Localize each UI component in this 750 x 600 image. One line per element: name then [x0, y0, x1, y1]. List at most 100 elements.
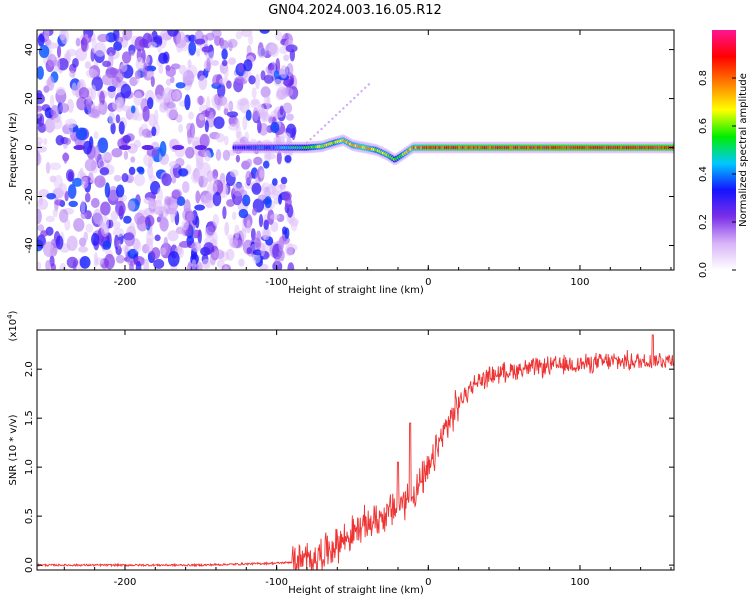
noise-blob [285, 44, 298, 53]
noise-blob [72, 177, 83, 187]
noise-blob [121, 172, 129, 183]
noise-blob [198, 75, 208, 90]
ridge-blob [194, 145, 207, 151]
noise-blob [143, 197, 155, 205]
noise-blob [165, 66, 176, 78]
noise-blob [156, 187, 163, 204]
noise-blob [158, 65, 164, 74]
noise-blob [212, 74, 222, 87]
noise-blob [181, 219, 189, 231]
noise-blob [63, 151, 68, 164]
noise-blob [264, 153, 277, 160]
noise-blob [224, 221, 230, 236]
noise-blob [264, 196, 272, 209]
noise-blob [250, 99, 261, 109]
noise-blob [66, 235, 78, 252]
noise-blob [99, 90, 105, 106]
noise-blob [130, 105, 136, 114]
noise-blob [262, 160, 270, 169]
noise-blob [120, 83, 132, 99]
streak-dot [342, 107, 345, 110]
noise-blob [99, 160, 105, 168]
noise-blob [91, 37, 97, 54]
noise-blob [45, 215, 55, 223]
noise-blob [151, 126, 157, 137]
spectrogram-x-tick-label: 100 [570, 277, 589, 288]
noise-blob [52, 208, 58, 218]
noise-blob [102, 240, 112, 250]
noise-blob [284, 242, 294, 257]
streak-dot [331, 117, 334, 120]
noise-blob [135, 260, 142, 270]
ridge-blob [141, 145, 154, 151]
streak-dot [367, 83, 371, 86]
noise-blob [79, 255, 91, 269]
noise-blob [165, 101, 176, 109]
noise-blob [278, 249, 285, 262]
noise-blob [37, 261, 42, 270]
noise-blob [235, 31, 243, 40]
noise-blob [71, 82, 77, 96]
noise-blob [141, 128, 151, 138]
noise-blob [133, 112, 144, 121]
snr-x-tick-label: 100 [570, 577, 589, 588]
noise-blob [45, 260, 51, 270]
snr-y-tick-label: 0.5 [24, 508, 35, 524]
noise-blob [123, 215, 132, 224]
spectrogram-x-ticks: -200 -100 0 100 [63, 30, 672, 288]
noise-blob [57, 58, 69, 71]
noise-blob [268, 183, 277, 195]
noise-blob [37, 234, 46, 249]
noise-blob [65, 48, 77, 57]
noise-blob [281, 87, 294, 97]
noise-blob [276, 151, 282, 165]
noise-blob [279, 105, 284, 116]
noise-blob [244, 131, 250, 143]
noise-blob [267, 63, 275, 71]
noise-blob [50, 263, 57, 270]
noise-blob [240, 228, 247, 241]
noise-blob [186, 211, 194, 223]
noise-blob [196, 156, 204, 170]
noise-blob [94, 41, 107, 57]
noise-blob [253, 156, 263, 166]
noise-blob [58, 209, 69, 223]
noise-blob [213, 116, 225, 129]
noise-blob [164, 195, 171, 206]
noise-blob [84, 192, 91, 203]
noise-blob [128, 166, 136, 176]
colorbar-gradient [712, 30, 736, 270]
noise-blob [260, 70, 266, 81]
ridge-blob [118, 145, 131, 151]
noise-blob [155, 94, 162, 103]
noise-blob [115, 184, 125, 198]
noise-blob [114, 68, 125, 83]
noise-blob [124, 231, 135, 247]
noise-blob [87, 108, 100, 118]
snr-y-tick-label: 1.0 [24, 459, 35, 475]
noise-blob [145, 230, 154, 246]
noise-blob [97, 33, 110, 43]
noise-blob [275, 30, 283, 41]
noise-blob [223, 102, 234, 110]
noise-blob [47, 53, 57, 67]
ridge-blob [73, 145, 86, 151]
noise-blob [252, 107, 259, 122]
noise-blob [68, 200, 79, 208]
noise-blob [157, 45, 162, 53]
noise-blob [100, 215, 110, 230]
colorbar-tick-label: 0.6 [698, 118, 709, 134]
noise-blob [217, 95, 228, 106]
noise-blob [175, 82, 186, 89]
noise-blob [59, 102, 70, 113]
streak-dot [356, 93, 360, 96]
spectrogram-y-tick-label: 20 [24, 92, 35, 105]
snr-y-exponent: (x104) [6, 310, 19, 341]
snr-y-tick-label: 2.0 [24, 361, 35, 377]
noise-blob [81, 176, 89, 189]
noise-blob [47, 42, 59, 49]
noise-blob [115, 254, 125, 264]
noise-blob [97, 102, 104, 112]
noise-blob [206, 170, 214, 183]
noise-blob [199, 133, 210, 148]
